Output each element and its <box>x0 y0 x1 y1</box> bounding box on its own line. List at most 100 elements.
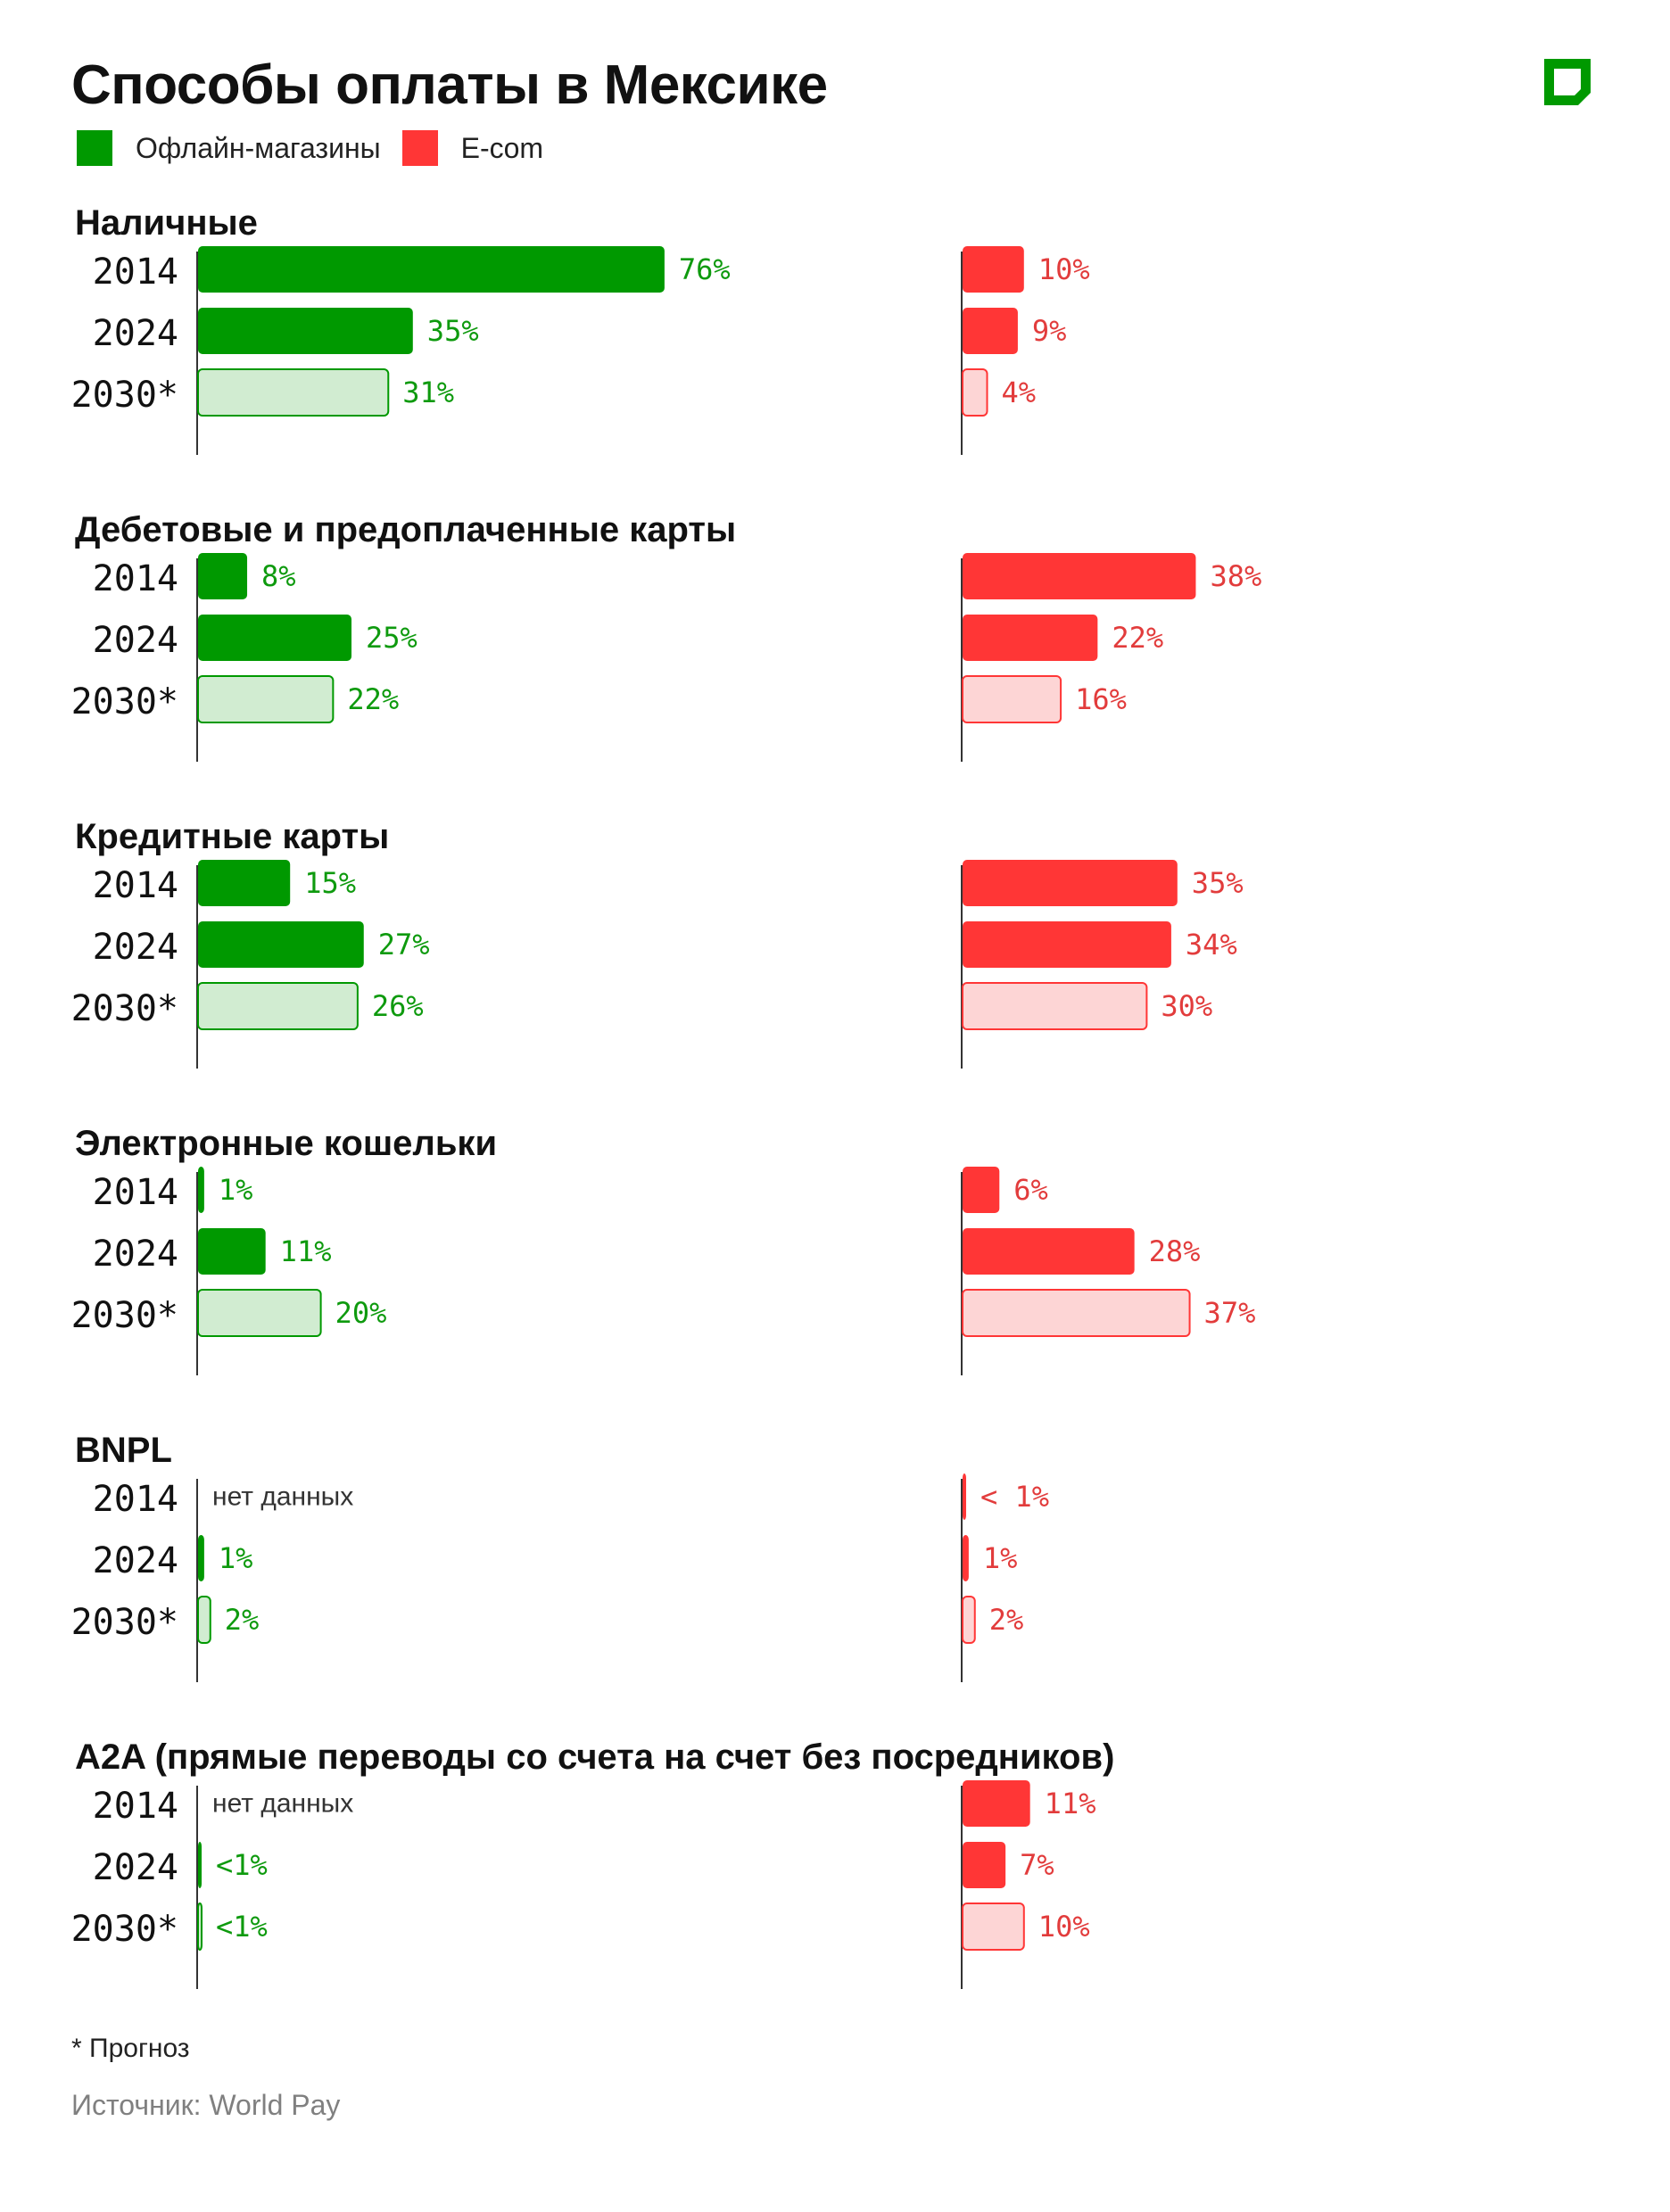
data-label-ecom: 10% <box>1038 1910 1090 1944</box>
data-label-ecom: 9% <box>1032 314 1067 348</box>
bar-ecom-2030 <box>962 1289 1191 1337</box>
bar-offline-2014 <box>198 1167 204 1213</box>
data-label-offline: 20% <box>335 1296 387 1330</box>
year-tick-label: 2024 <box>93 313 178 354</box>
bar-ecom-2024 <box>963 1842 1006 1888</box>
legend-item-offline: Офлайн-магазины <box>77 130 381 166</box>
data-label-offline: 27% <box>378 928 430 962</box>
bar-ecom-2014 <box>963 1473 966 1520</box>
data-label-offline: 76% <box>679 252 731 286</box>
bar-ecom-2030 <box>962 1596 976 1644</box>
data-label-ecom: 2% <box>989 1603 1024 1637</box>
bar-ecom-2030 <box>962 368 988 417</box>
bar-ecom-2024 <box>963 1535 969 1581</box>
data-label-offline: нет данных <box>212 1482 353 1512</box>
bar-ecom-2024 <box>963 615 1098 661</box>
source-note: Источник: World Pay <box>71 2089 341 2121</box>
data-label-ecom: 34% <box>1186 928 1237 962</box>
bar-offline-2024 <box>198 615 351 661</box>
bar-ecom-2014 <box>963 246 1024 293</box>
bar-ecom-2024 <box>963 308 1018 354</box>
year-tick-label: 2014 <box>93 252 178 293</box>
data-label-offline: 11% <box>280 1234 332 1268</box>
year-tick-label: 2024 <box>93 1847 178 1888</box>
bar-offline-2014 <box>198 553 248 599</box>
chart-title: Способы оплаты в Мексике <box>71 54 828 116</box>
bar-offline-2030 <box>197 675 335 723</box>
data-label-ecom: 4% <box>1002 376 1037 409</box>
bar-ecom-2014 <box>963 553 1196 599</box>
bar-offline-2024 <box>198 1842 202 1888</box>
bar-offline-2024 <box>198 921 364 968</box>
year-tick-label: 2014 <box>93 865 178 906</box>
legend-item-ecom: E-com <box>401 130 544 166</box>
year-tick-label: 2030* <box>71 988 178 1029</box>
year-tick-label: 2030* <box>71 1602 178 1643</box>
year-tick-label: 2014 <box>93 1786 178 1827</box>
year-tick-label: 2030* <box>71 1909 178 1950</box>
data-label-ecom: 7% <box>1020 1848 1054 1882</box>
bar-offline-2014 <box>198 246 665 293</box>
data-label-offline: 26% <box>372 989 424 1023</box>
year-tick-label: 2014 <box>93 558 178 599</box>
data-label-ecom: 16% <box>1075 682 1127 716</box>
bar-ecom-2014 <box>963 1780 1030 1827</box>
bar-offline-2030 <box>197 1596 211 1644</box>
year-tick-label: 2024 <box>93 1234 178 1275</box>
data-label-ecom: 37% <box>1204 1296 1256 1330</box>
forecast-footnote: * Прогноз <box>71 2034 190 2063</box>
data-label-offline: <1% <box>216 1848 268 1882</box>
data-label-offline: <1% <box>216 1910 268 1944</box>
brand-square-logo-icon <box>1544 59 1591 105</box>
data-label-offline: нет данных <box>212 1789 353 1819</box>
group-title: A2A (прямые переводы со счета на счет бе… <box>75 1737 1114 1777</box>
legend-swatch-offline <box>77 130 112 166</box>
year-tick-label: 2024 <box>93 927 178 968</box>
bar-offline-2030 <box>197 1902 203 1951</box>
year-tick-label: 2014 <box>93 1479 178 1520</box>
bar-ecom-2030 <box>962 1902 1025 1951</box>
legend-label-offline: Офлайн-магазины <box>136 131 381 164</box>
group-title: BNPL <box>75 1431 172 1470</box>
legend-label-ecom: E-com <box>460 131 544 164</box>
year-tick-label: 2024 <box>93 1540 178 1581</box>
data-label-ecom: 30% <box>1161 989 1212 1023</box>
bar-offline-2030 <box>197 368 390 417</box>
year-tick-label: 2030* <box>71 681 178 722</box>
data-label-offline: 8% <box>261 559 296 593</box>
data-label-ecom: 38% <box>1210 559 1261 593</box>
bar-offline-2024 <box>198 1228 266 1275</box>
bar-ecom-2030 <box>962 675 1062 723</box>
year-tick-label: 2030* <box>71 375 178 416</box>
data-label-offline: 1% <box>219 1173 253 1207</box>
data-label-ecom: 10% <box>1038 252 1090 286</box>
year-tick-label: 2014 <box>93 1172 178 1213</box>
data-label-ecom: 28% <box>1149 1234 1201 1268</box>
bar-offline-2030 <box>197 982 359 1030</box>
group-title: Дебетовые и предоплаченные карты <box>75 510 736 549</box>
bar-ecom-2014 <box>963 1167 1000 1213</box>
group-title: Наличные <box>75 203 258 243</box>
data-label-ecom: 6% <box>1013 1173 1048 1207</box>
bar-offline-2024 <box>198 308 413 354</box>
data-label-offline: 25% <box>366 621 418 655</box>
data-label-offline: 31% <box>402 376 454 409</box>
legend-swatch-ecom <box>401 130 438 166</box>
bar-offline-2024 <box>198 1535 204 1581</box>
data-label-ecom: 11% <box>1045 1787 1096 1820</box>
data-label-offline: 15% <box>304 866 356 900</box>
data-label-offline: 22% <box>347 682 399 716</box>
legend: Офлайн-магазины E-com <box>77 130 565 166</box>
group-title: Электронные кошельки <box>75 1124 497 1163</box>
data-label-ecom: 35% <box>1192 866 1244 900</box>
bar-offline-2014 <box>198 860 291 906</box>
group-title: Кредитные карты <box>75 817 389 856</box>
data-label-ecom: 22% <box>1112 621 1163 655</box>
data-label-ecom: < 1% <box>980 1480 1049 1514</box>
bar-ecom-2014 <box>963 860 1178 906</box>
data-label-ecom: 1% <box>983 1541 1018 1575</box>
bar-ecom-2024 <box>963 921 1171 968</box>
data-label-offline: 2% <box>225 1603 260 1637</box>
data-label-offline: 1% <box>219 1541 253 1575</box>
